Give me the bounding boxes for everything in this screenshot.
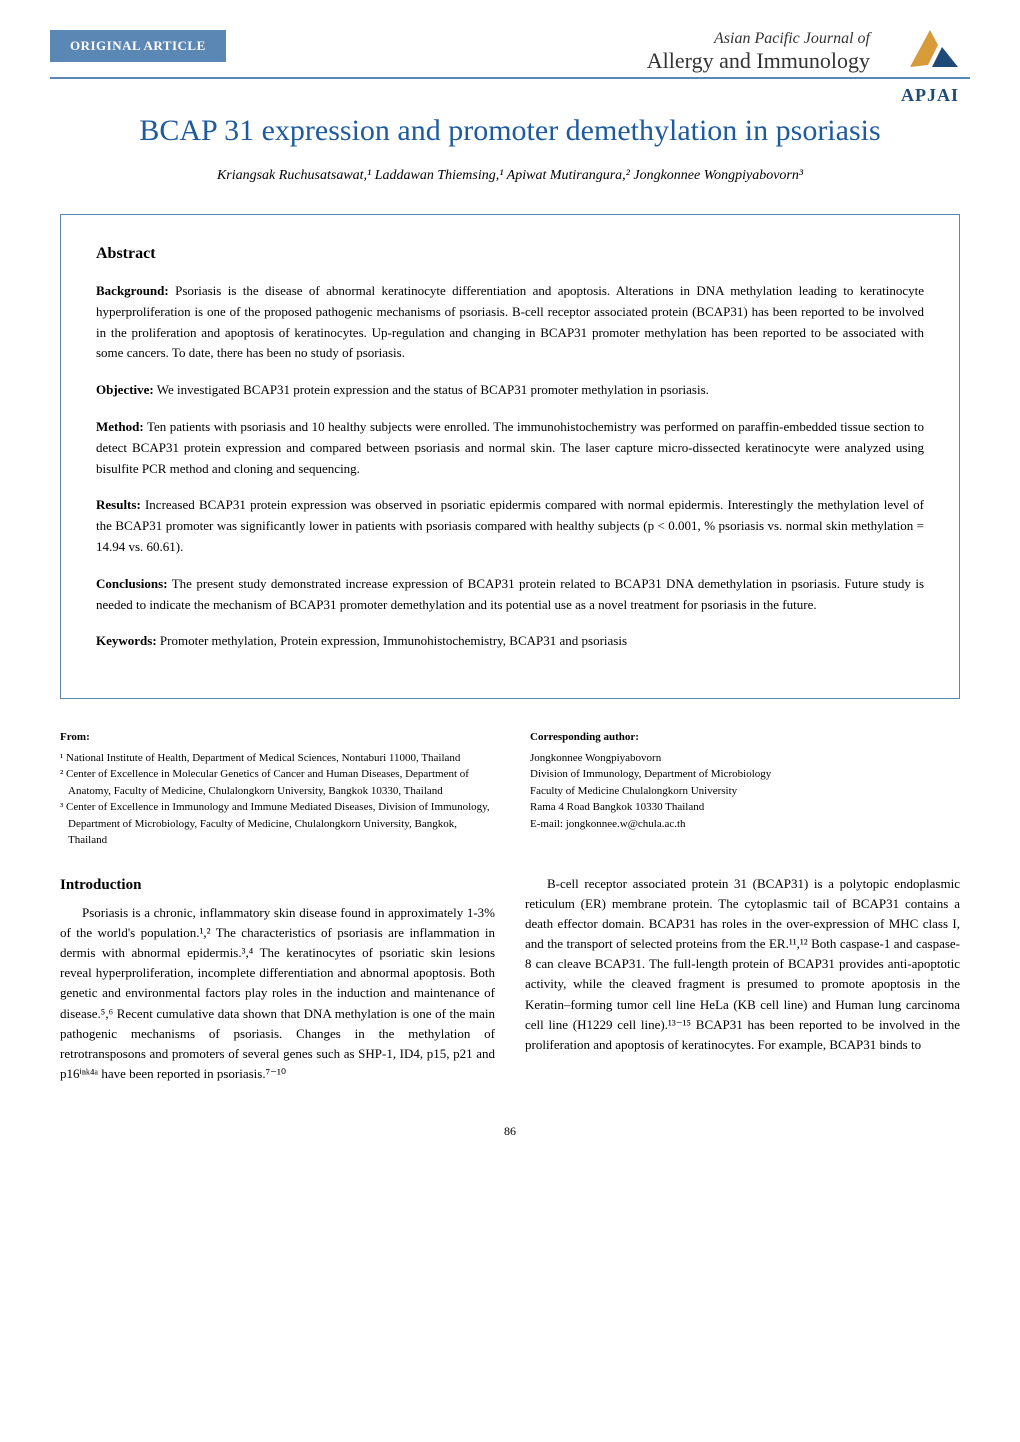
article-category-badge: ORIGINAL ARTICLE [50,30,226,62]
body-paragraph: Psoriasis is a chronic, inflammatory ski… [60,903,495,1084]
abstract-text: Increased BCAP31 protein expression was … [96,497,924,554]
abstract-background: Background: Psoriasis is the disease of … [96,281,924,364]
body-columns: Introduction Psoriasis is a chronic, inf… [60,874,960,1085]
abstract-heading: Abstract [96,245,924,263]
abstract-box: Abstract Background: Psoriasis is the di… [60,214,960,699]
abstract-text: We investigated BCAP31 protein expressio… [157,382,709,397]
abstract-text: Ten patients with psoriasis and 10 healt… [96,419,924,476]
abstract-text: Promoter methylation, Protein expression… [160,633,627,648]
journal-info: Asian Pacific Journal of Allergy and Imm… [647,30,870,74]
article-title: BCAP 31 expression and promoter demethyl… [50,114,970,148]
corresponding-line: Division of Immunology, Department of Mi… [530,766,960,783]
corresponding-line: Jongkonnee Wongpiyabovorn [530,750,960,767]
abstract-keywords: Keywords: Promoter methylation, Protein … [96,631,924,652]
introduction-heading: Introduction [60,874,495,897]
from-heading: From: [60,729,490,746]
body-paragraph: B-cell receptor associated protein 31 (B… [525,874,960,1055]
meta-columns: From: ¹ National Institute of Health, De… [60,729,960,849]
abstract-results: Results: Increased BCAP31 protein expres… [96,495,924,557]
abstract-objective: Objective: We investigated BCAP31 protei… [96,380,924,401]
header-divider [50,77,970,79]
corresponding-heading: Corresponding author: [530,729,960,746]
affiliation: ² Center of Excellence in Molecular Gene… [60,766,490,799]
abstract-label: Objective: [96,382,154,397]
abstract-conclusions: Conclusions: The present study demonstra… [96,574,924,616]
abstract-label: Keywords: [96,633,157,648]
page-header: ORIGINAL ARTICLE Asian Pacific Journal o… [0,0,1020,62]
page-number: 86 [0,1124,1020,1159]
abstract-method: Method: Ten patients with psoriasis and … [96,417,924,479]
affiliation: ³ Center of Excellence in Immunology and… [60,799,490,849]
abstract-label: Conclusions: [96,576,168,591]
abstract-text: Psoriasis is the disease of abnormal ker… [96,283,924,360]
abstract-label: Method: [96,419,144,434]
left-column: Introduction Psoriasis is a chronic, inf… [60,874,495,1085]
corresponding-block: Corresponding author: Jongkonnee Wongpiy… [530,729,960,849]
journal-subtitle: Asian Pacific Journal of [647,30,870,48]
affiliation: ¹ National Institute of Health, Departme… [60,750,490,767]
abstract-label: Background: [96,283,169,298]
journal-title: Allergy and Immunology [647,48,870,74]
abstract-label: Results: [96,497,141,512]
journal-logo: APJAI [890,20,970,106]
author-list: Kriangsak Ruchusatsawat,¹ Laddawan Thiem… [0,168,1020,184]
logo-text: APJAI [890,85,970,106]
affiliations-block: From: ¹ National Institute of Health, De… [60,729,490,849]
corresponding-line: Rama 4 Road Bangkok 10330 Thailand [530,799,960,816]
abstract-text: The present study demonstrated increase … [96,576,924,612]
corresponding-line: Faculty of Medicine Chulalongkorn Univer… [530,783,960,800]
right-column: B-cell receptor associated protein 31 (B… [525,874,960,1085]
corresponding-line: E-mail: jongkonnee.w@chula.ac.th [530,816,960,833]
logo-triangle-icon [890,20,970,80]
